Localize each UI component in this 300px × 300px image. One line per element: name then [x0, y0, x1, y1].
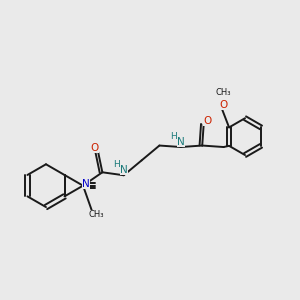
Text: CH₃: CH₃ — [89, 210, 104, 219]
Text: H: H — [113, 160, 120, 169]
Text: N: N — [177, 137, 185, 147]
Text: O: O — [203, 116, 212, 126]
Text: N: N — [82, 179, 90, 189]
Text: H: H — [170, 132, 177, 141]
Text: O: O — [91, 143, 99, 153]
Text: CH₃: CH₃ — [215, 88, 231, 97]
Text: O: O — [219, 100, 227, 110]
Text: N: N — [120, 165, 127, 175]
